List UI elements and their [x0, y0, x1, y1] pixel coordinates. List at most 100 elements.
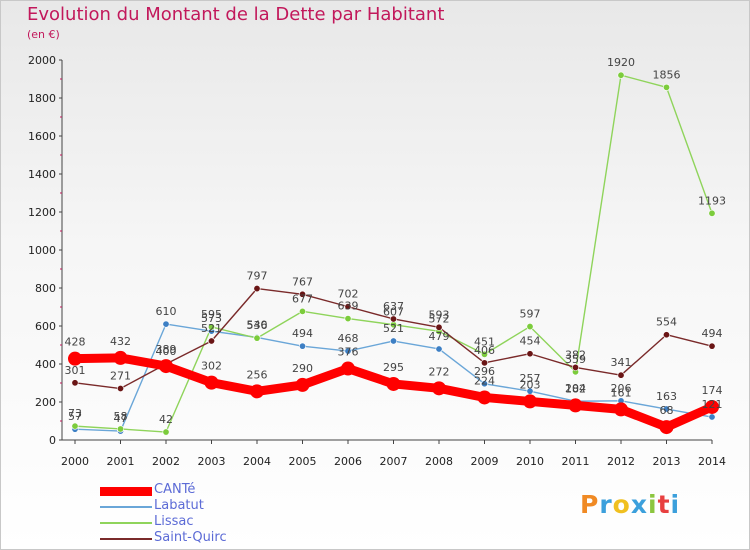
data-label: 389: [156, 343, 177, 356]
data-point: [432, 381, 446, 396]
data-point: [662, 405, 670, 413]
y-tick-label: 800: [35, 282, 56, 295]
data-label: 451: [474, 335, 495, 348]
x-tick-label: 2007: [380, 455, 408, 468]
data-point: [477, 390, 492, 405]
y-tick-label: 1000: [28, 244, 56, 257]
legend-label: CANTé: [154, 482, 196, 497]
y-tick-label: 1200: [28, 206, 56, 219]
data-label: 494: [702, 327, 723, 340]
data-point: [662, 83, 670, 91]
y-tick-label: 400: [35, 358, 56, 371]
data-point: [614, 402, 628, 417]
data-label: 540: [247, 318, 268, 331]
data-point: [208, 337, 216, 345]
legend-label: Labatut: [154, 498, 204, 513]
data-label: 47: [114, 412, 128, 425]
chart-title: Evolution du Montant de la Dette par Hab…: [27, 4, 445, 25]
data-point: [68, 351, 82, 366]
proxiti-logo: Proxiti: [580, 490, 680, 519]
x-tick-label: 2003: [198, 455, 226, 468]
data-label: 182: [565, 382, 586, 395]
y-tick-label: 600: [35, 320, 56, 333]
data-point: [568, 398, 583, 413]
data-label: 57: [68, 410, 82, 423]
x-tick-label: 2004: [243, 455, 271, 468]
data-label: 376: [338, 346, 359, 359]
data-label: 572: [429, 312, 450, 325]
data-label: 454: [520, 335, 541, 348]
data-label: 224: [474, 374, 495, 387]
data-point: [526, 350, 534, 358]
data-label: 597: [520, 308, 541, 321]
x-tick-label: 2001: [107, 455, 135, 468]
chart-subtitle: (en €): [27, 28, 60, 41]
logo-letter: r: [599, 490, 613, 519]
data-label: 521: [201, 322, 222, 335]
data-label: 428: [65, 336, 86, 349]
data-point: [389, 337, 397, 345]
data-label: 301: [65, 364, 86, 377]
data-point: [708, 413, 716, 421]
y-tick-label: 1600: [28, 130, 56, 143]
x-tick-label: 2002: [152, 455, 180, 468]
data-label: 302: [201, 360, 222, 373]
data-point: [480, 359, 488, 367]
data-label: 595: [201, 308, 222, 321]
data-point: [435, 345, 443, 353]
data-label: 1856: [653, 68, 681, 81]
data-label: 290: [292, 362, 313, 375]
data-label: 400: [156, 345, 177, 358]
data-point: [708, 342, 716, 350]
data-point: [162, 320, 170, 328]
data-label: 610: [156, 305, 177, 318]
logo-letter: x: [630, 490, 648, 519]
data-point: [159, 359, 173, 374]
data-point: [435, 323, 443, 331]
data-label: 521: [383, 322, 404, 335]
logo-letter: t: [657, 490, 671, 519]
data-point: [162, 428, 170, 436]
data-point: [250, 384, 264, 399]
legend-swatch: [100, 486, 152, 496]
data-label: 479: [429, 330, 450, 343]
data-point: [523, 394, 537, 409]
data-point: [389, 315, 397, 323]
data-point: [295, 377, 310, 392]
data-point: [386, 376, 401, 391]
data-label: 639: [338, 300, 359, 313]
data-label: 121: [702, 398, 723, 411]
legend-swatch: [100, 506, 152, 508]
data-point: [253, 334, 261, 342]
data-point: [71, 422, 79, 430]
data-point: [341, 361, 355, 376]
data-label: 406: [474, 344, 495, 357]
data-label: 58: [114, 410, 128, 423]
x-tick-label: 2013: [653, 455, 681, 468]
data-label: 468: [338, 332, 359, 345]
y-tick-label: 200: [35, 396, 56, 409]
data-label: 174: [702, 384, 723, 397]
data-label: 536: [247, 319, 268, 332]
x-tick-label: 2008: [425, 455, 453, 468]
data-label: 1193: [698, 194, 726, 207]
data-label: 637: [383, 300, 404, 313]
y-tick-label: 1800: [28, 92, 56, 105]
data-point: [298, 307, 306, 315]
data-label: 204: [565, 382, 586, 395]
data-point: [253, 285, 261, 293]
data-point: [117, 385, 125, 393]
data-point: [344, 303, 352, 311]
data-label: 296: [474, 365, 495, 378]
logo-letter: i: [670, 490, 681, 519]
x-tick-label: 2011: [562, 455, 590, 468]
data-label: 554: [656, 316, 677, 329]
data-point: [117, 425, 125, 433]
x-tick-label: 2006: [334, 455, 362, 468]
data-label: 432: [110, 335, 131, 348]
data-label: 271: [110, 370, 131, 383]
legend-label: Lissac: [154, 514, 194, 529]
data-label: 341: [611, 356, 632, 369]
